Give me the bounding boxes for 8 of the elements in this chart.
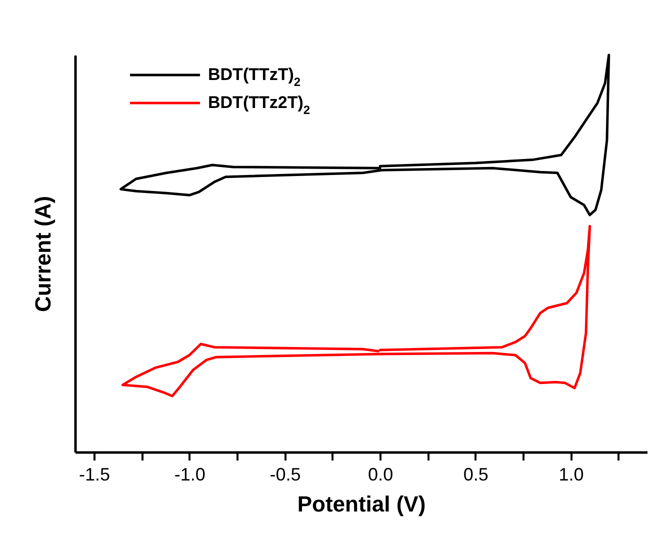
x-tick-label: -0.5: [270, 464, 301, 484]
x-tick-label: 0.0: [368, 464, 394, 484]
x-axis-title: Potential (V): [297, 492, 426, 516]
x-tick-label: -1.0: [174, 464, 206, 484]
y-axis-title: Current (A): [30, 196, 56, 312]
x-tick-label: -1.5: [79, 464, 110, 484]
x-tick-label: 1.0: [558, 464, 584, 484]
x-tick-label: 0.5: [463, 464, 488, 484]
